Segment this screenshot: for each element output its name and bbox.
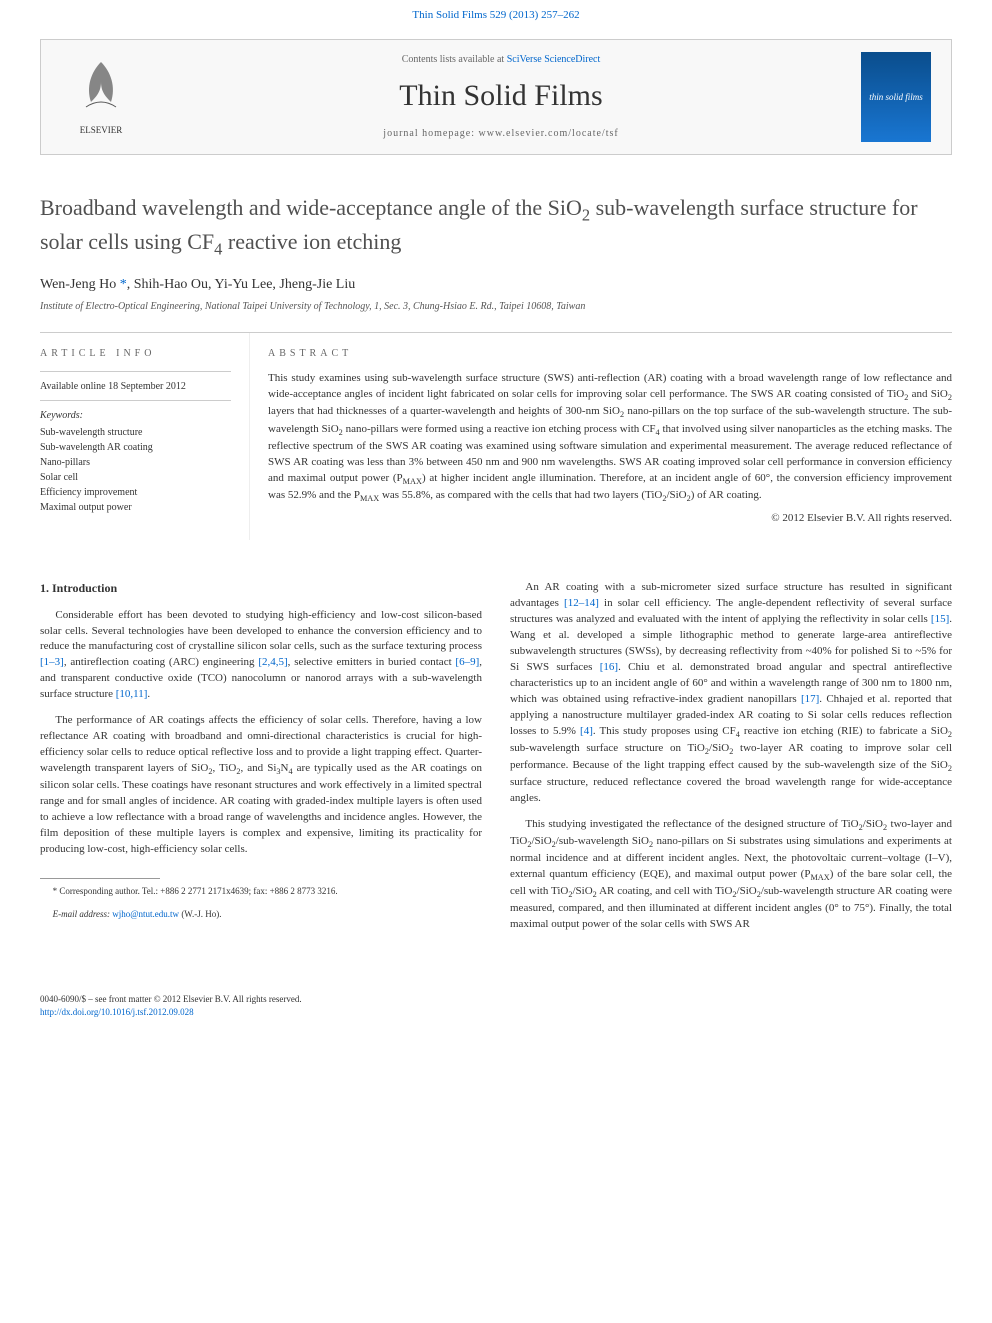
body-paragraph: The performance of AR coatings affects t…	[40, 713, 482, 858]
body-paragraph: This studying investigated the reflectan…	[510, 817, 952, 933]
svg-text:ELSEVIER: ELSEVIER	[80, 125, 123, 135]
keyword-item: Maximal output power	[40, 500, 231, 515]
contents-line: Contents lists available at SciVerse Sci…	[141, 53, 861, 67]
journal-header: ELSEVIER Contents lists available at Sci…	[40, 39, 952, 155]
affiliation: Institute of Electro-Optical Engineering…	[40, 300, 952, 314]
top-citation-link[interactable]: Thin Solid Films 529 (2013) 257–262	[0, 0, 992, 31]
keyword-item: Sub-wavelength AR coating	[40, 440, 231, 455]
email-link[interactable]: wjho@ntut.edu.tw	[112, 909, 179, 919]
email-footnote: E-mail address: wjho@ntut.edu.tw (W.-J. …	[40, 908, 482, 921]
keyword-item: Nano-pillars	[40, 455, 231, 470]
header-center: Contents lists available at SciVerse Sci…	[141, 53, 861, 141]
keyword-item: Efficiency improvement	[40, 485, 231, 500]
available-online-date: Available online 18 September 2012	[40, 380, 231, 394]
corresponding-author-footnote: * Corresponding author. Tel.: +886 2 277…	[40, 885, 482, 898]
body-paragraph: An AR coating with a sub-micrometer size…	[510, 580, 952, 807]
article-info-label: ARTICLE INFO	[40, 347, 231, 361]
abstract-text: This study examines using sub-wavelength…	[268, 371, 952, 505]
keywords-label: Keywords:	[40, 409, 231, 423]
keyword-item: Sub-wavelength structure	[40, 425, 231, 440]
author-list: Wen-Jeng Ho *, Shih-Hao Ou, Yi-Yu Lee, J…	[40, 275, 952, 295]
footer-front-matter: 0040-6090/$ – see front matter © 2012 El…	[40, 993, 952, 1006]
journal-homepage: journal homepage: www.elsevier.com/locat…	[141, 127, 861, 141]
article-info-column: ARTICLE INFO Available online 18 Septemb…	[40, 333, 250, 540]
article-title: Broadband wavelength and wide-acceptance…	[40, 193, 952, 260]
body-paragraph: Considerable effort has been devoted to …	[40, 608, 482, 704]
right-column: An AR coating with a sub-micrometer size…	[510, 580, 952, 943]
page-footer: 0040-6090/$ – see front matter © 2012 El…	[0, 993, 992, 1038]
abstract-label: ABSTRACT	[268, 347, 952, 361]
body-two-columns: 1. Introduction Considerable effort has …	[40, 580, 952, 943]
keywords-list: Sub-wavelength structureSub-wavelength A…	[40, 425, 231, 515]
keyword-item: Solar cell	[40, 470, 231, 485]
footnote-separator	[40, 878, 160, 879]
sciencedirect-link[interactable]: SciVerse ScienceDirect	[507, 54, 601, 65]
abstract-column: ABSTRACT This study examines using sub-w…	[250, 333, 952, 540]
doi-link[interactable]: http://dx.doi.org/10.1016/j.tsf.2012.09.…	[40, 1007, 194, 1017]
article-body: Broadband wavelength and wide-acceptance…	[0, 163, 992, 973]
journal-cover-thumbnail: thin solid films	[861, 52, 931, 142]
left-column: 1. Introduction Considerable effort has …	[40, 580, 482, 943]
abstract-copyright: © 2012 Elsevier B.V. All rights reserved…	[268, 511, 952, 526]
journal-name: Thin Solid Films	[141, 75, 861, 117]
elsevier-logo: ELSEVIER	[61, 57, 141, 137]
section-1-heading: 1. Introduction	[40, 580, 482, 597]
info-abstract-row: ARTICLE INFO Available online 18 Septemb…	[40, 332, 952, 540]
